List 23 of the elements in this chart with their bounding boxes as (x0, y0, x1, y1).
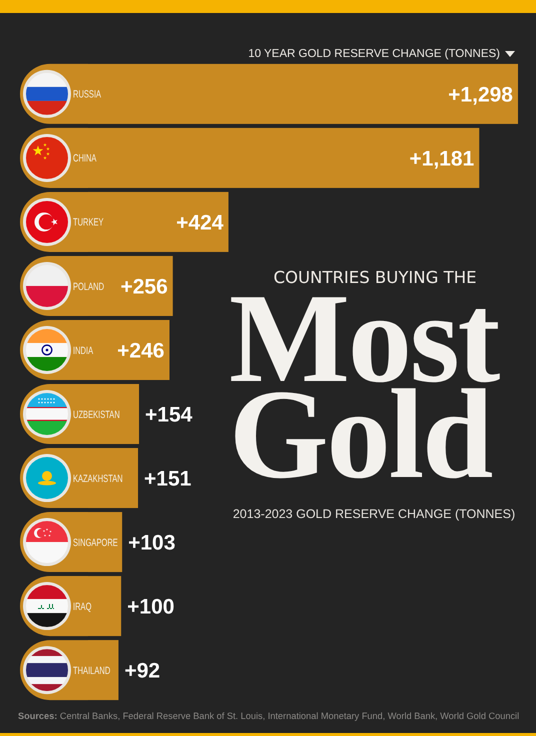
data-label: +92 (124, 660, 160, 683)
y-tick-label: TURKEY (73, 216, 104, 228)
y-tick-label: UZBEKISTAN (73, 408, 120, 420)
x-axis-title: 10 YEAR GOLD RESERVE CHANGE (TONNES) (248, 48, 500, 60)
data-label: +103 (128, 532, 176, 555)
data-label: +256 (120, 276, 168, 299)
data-label: +424 (176, 212, 224, 235)
data-label: +151 (144, 468, 192, 491)
y-tick-label: INDIA (73, 344, 94, 356)
source-note: Sources: Central Banks, Federal Reserve Bank of St. Louis, International Monetary Fund, World Bank, World Gold Council (18, 711, 520, 721)
data-label: +154 (145, 404, 193, 427)
y-tick-label: RUSSIA (73, 88, 102, 100)
y-tick-label: KAZAKHSTAN (73, 472, 123, 484)
text: 2013-2023 GOLD RESERVE CHANGE (TONNES) (232, 507, 516, 521)
y-tick-label: POLAND (73, 280, 104, 292)
data-label: +1,181 (409, 148, 475, 171)
data-label: +100 (127, 596, 174, 619)
y-tick-label: SINGAPORE (73, 536, 118, 548)
y-tick-label: IRAQ (73, 600, 92, 612)
data-label: +246 (117, 340, 164, 363)
y-tick-label: CHINA (73, 152, 98, 164)
data-label: +1,298 (448, 83, 514, 106)
y-tick-label: THAILAND (73, 664, 111, 676)
